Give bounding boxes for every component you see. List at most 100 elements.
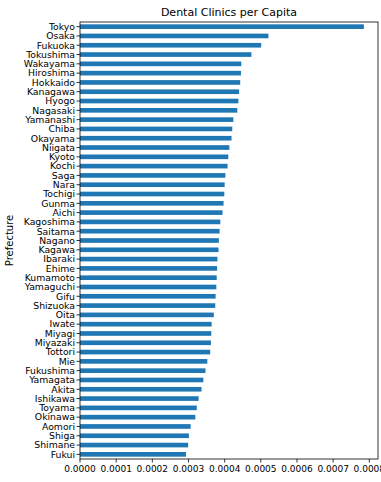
bar (80, 210, 222, 215)
y-tick (77, 398, 81, 399)
y-tick (77, 63, 81, 64)
bar (80, 368, 205, 373)
bar (80, 99, 238, 104)
y-tick (77, 277, 81, 278)
x-tick (116, 459, 117, 463)
bar (80, 322, 212, 327)
y-tick (77, 156, 81, 157)
bar (80, 24, 364, 29)
y-tick (77, 35, 81, 36)
bar (80, 266, 217, 271)
bar (80, 340, 211, 345)
y-axis-label: Prefecture (4, 215, 15, 266)
y-tick (77, 324, 81, 325)
bar (80, 406, 197, 411)
y-tick (77, 221, 81, 222)
y-tick (77, 73, 81, 74)
bar (80, 350, 210, 355)
bar (80, 108, 237, 113)
bar (80, 164, 228, 169)
bar (80, 34, 268, 39)
y-tick (77, 184, 81, 185)
x-tick (152, 459, 153, 463)
y-tick (77, 82, 81, 83)
bar (80, 275, 217, 280)
y-tick (77, 91, 81, 92)
y-tick (77, 259, 81, 260)
y-tick (77, 379, 81, 380)
y-tick (77, 296, 81, 297)
x-tick (369, 459, 370, 463)
bar (80, 257, 217, 262)
y-tick (77, 314, 81, 315)
bar (80, 71, 241, 76)
frame (80, 22, 378, 459)
y-tick (77, 175, 81, 176)
y-tick (77, 110, 81, 111)
y-tick (77, 352, 81, 353)
bar (80, 247, 219, 252)
x-tick-label: 0.0007 (317, 464, 349, 474)
y-tick (77, 305, 81, 306)
y-tick (77, 249, 81, 250)
x-tick-label: 0.0003 (173, 464, 205, 474)
y-tick (77, 101, 81, 102)
bar (80, 303, 215, 308)
y-tick (77, 194, 81, 195)
chart: 0.0000 0.0001 0.0002 0.0003 0.0004 0.0005 0.00… (0, 0, 381, 482)
bar (80, 294, 216, 299)
x-tick (296, 459, 297, 463)
x-tick-label: 0.0000 (64, 464, 96, 474)
bar (80, 229, 220, 234)
y-tick (77, 231, 81, 232)
x-tick-label: 0.0005 (245, 464, 277, 474)
bar (80, 117, 233, 122)
bar (80, 192, 224, 197)
y-tick (77, 286, 81, 287)
y-tick (77, 240, 81, 241)
y-tick (77, 128, 81, 129)
bar (80, 62, 241, 67)
bar (80, 285, 216, 290)
y-tick (77, 333, 81, 334)
y-tick (77, 370, 81, 371)
bar (80, 220, 220, 225)
bar (80, 452, 186, 457)
y-tick (77, 389, 81, 390)
bar (80, 396, 199, 401)
bar (80, 136, 232, 141)
bars (80, 24, 364, 456)
bar (80, 145, 229, 150)
x-tick-label: 0.0001 (100, 464, 132, 474)
y-tick (77, 212, 81, 213)
y-tick (77, 203, 81, 204)
x-tick (224, 459, 225, 463)
y-tick (77, 445, 81, 446)
y-tick (77, 435, 81, 436)
bar (80, 331, 211, 336)
x-tick (260, 459, 261, 463)
x-tick-label: 0.0004 (209, 464, 241, 474)
y-tick (77, 342, 81, 343)
y-tick (77, 119, 81, 120)
y-tick (77, 54, 81, 55)
bar (80, 182, 225, 187)
y-tick (77, 417, 81, 418)
bar (80, 443, 188, 448)
bar (80, 433, 189, 438)
y-tick (77, 454, 81, 455)
bar (80, 238, 219, 243)
y-tick-label: Fukui (51, 449, 75, 460)
y-tick (77, 138, 81, 139)
bar (80, 201, 224, 206)
bar (80, 359, 207, 364)
x-tick-label: 0.0002 (137, 464, 169, 474)
bar (80, 52, 251, 57)
x-tick-label: 0.0006 (281, 464, 313, 474)
bar (80, 387, 202, 392)
bar (80, 173, 225, 178)
y-tick (77, 26, 81, 27)
x-tick (188, 459, 189, 463)
y-tick (77, 166, 81, 167)
x-tick (333, 459, 334, 463)
